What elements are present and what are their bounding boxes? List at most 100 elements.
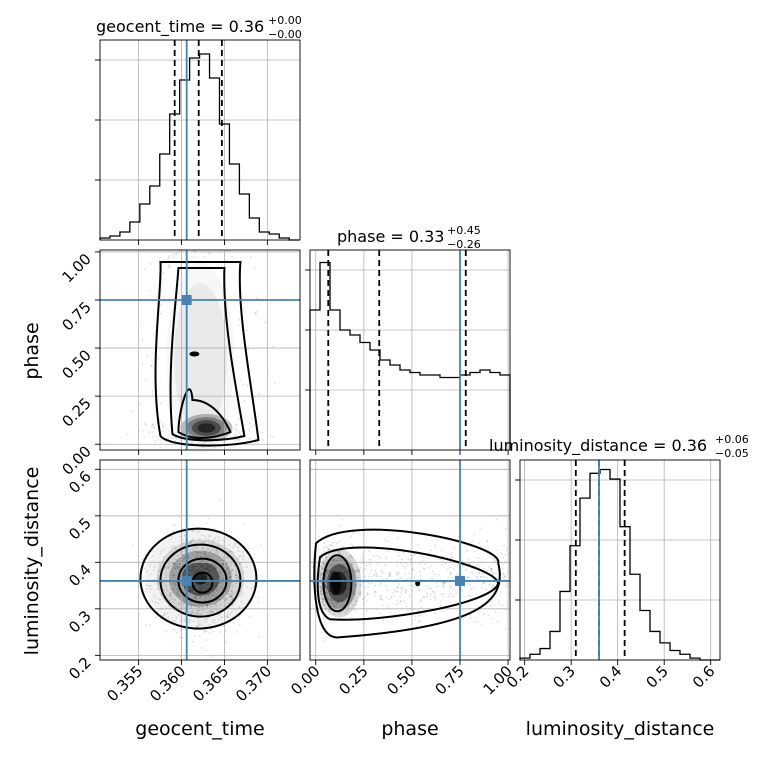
contour-outer	[313, 528, 501, 639]
sample-point	[323, 565, 325, 568]
sample-point	[414, 618, 417, 621]
sample-point	[213, 585, 216, 587]
sample-point	[240, 590, 243, 592]
sample-point	[188, 589, 190, 592]
sample-point	[195, 594, 198, 597]
sample-point	[340, 559, 343, 562]
xlabel-luminosity-distance: luminosity_distance	[526, 718, 715, 740]
sample-point	[441, 563, 443, 566]
sample-point	[420, 578, 422, 581]
sample-point	[219, 598, 222, 601]
sample-point	[168, 605, 170, 607]
sample-point	[333, 604, 336, 607]
sample-point	[199, 596, 202, 599]
sample-point	[227, 590, 230, 593]
sample-point	[417, 588, 420, 591]
sample-point	[237, 619, 240, 621]
sample-point	[212, 611, 215, 614]
sample-point	[407, 565, 409, 567]
sample-point	[224, 630, 227, 632]
sample-point	[422, 567, 425, 570]
sample-point	[172, 524, 175, 527]
sample-point	[194, 551, 197, 553]
sample-point	[201, 446, 204, 448]
title-phase-sup: +0.45	[447, 224, 481, 237]
sample-point	[381, 598, 383, 601]
sample-point	[503, 544, 505, 547]
sample-point	[444, 582, 447, 584]
sample-point	[229, 576, 232, 578]
sample-point	[231, 584, 234, 587]
sample-point	[155, 583, 158, 585]
sample-point	[167, 563, 170, 566]
sample-point	[390, 595, 393, 598]
sample-point	[203, 548, 206, 551]
sample-point	[329, 571, 332, 574]
sample-point	[342, 599, 344, 602]
sample-point	[173, 628, 176, 631]
sample-point	[481, 572, 484, 575]
contour-core	[329, 571, 342, 596]
sample-point	[159, 303, 162, 306]
sample-point	[490, 568, 493, 570]
sample-point	[392, 592, 394, 595]
sample-point	[197, 594, 200, 597]
sample-point	[213, 618, 216, 621]
sample-point	[230, 550, 232, 552]
sample-point	[404, 588, 406, 591]
histogram-layer	[99, 53, 720, 661]
sample-point	[233, 434, 236, 437]
sample-point	[373, 574, 375, 577]
sample-point	[384, 564, 386, 567]
sample-point	[492, 572, 494, 575]
sample-point	[247, 348, 250, 351]
sample-point	[227, 612, 230, 614]
sample-point	[400, 587, 403, 590]
sample-point	[218, 582, 221, 584]
sample-point	[385, 596, 388, 599]
sample-point	[324, 559, 327, 561]
axes-frames-layer	[99, 39, 721, 661]
sample-point	[255, 310, 258, 313]
sample-point	[318, 535, 320, 538]
y-tick-label: 0.50	[58, 346, 94, 382]
sample-point	[219, 631, 222, 634]
sample-point	[436, 539, 439, 542]
sample-point	[324, 563, 327, 566]
sample-point	[207, 594, 210, 597]
sample-point	[235, 574, 238, 577]
sample-point	[408, 572, 411, 575]
sample-point	[177, 595, 180, 597]
sample-point	[146, 570, 149, 573]
sample-point	[451, 577, 454, 579]
sample-point	[441, 549, 444, 552]
sample-point	[326, 588, 328, 590]
sample-point	[151, 555, 154, 557]
sample-point	[317, 548, 320, 551]
sample-point	[339, 525, 341, 527]
sample-point	[489, 569, 492, 572]
sample-point	[206, 566, 208, 569]
sample-point	[431, 570, 434, 573]
x-tick-label: 0.25	[335, 662, 371, 698]
sample-point	[327, 548, 330, 551]
sample-point	[478, 572, 481, 574]
sample-point	[360, 591, 362, 594]
panel-frame	[99, 39, 301, 241]
sample-point	[331, 564, 333, 567]
sample-point	[446, 568, 449, 571]
sample-point	[471, 571, 474, 574]
sample-point	[325, 556, 328, 559]
sample-point	[214, 446, 216, 449]
sample-point	[480, 545, 482, 548]
sample-point	[204, 535, 207, 538]
sample-point	[201, 565, 204, 567]
panel-frame	[519, 459, 721, 661]
sample-point	[249, 615, 251, 618]
sample-point	[331, 601, 334, 604]
sample-point	[386, 588, 389, 591]
sample-point	[227, 592, 229, 595]
sample-point	[311, 604, 314, 607]
sample-point	[171, 435, 174, 438]
sample-point	[218, 613, 220, 616]
